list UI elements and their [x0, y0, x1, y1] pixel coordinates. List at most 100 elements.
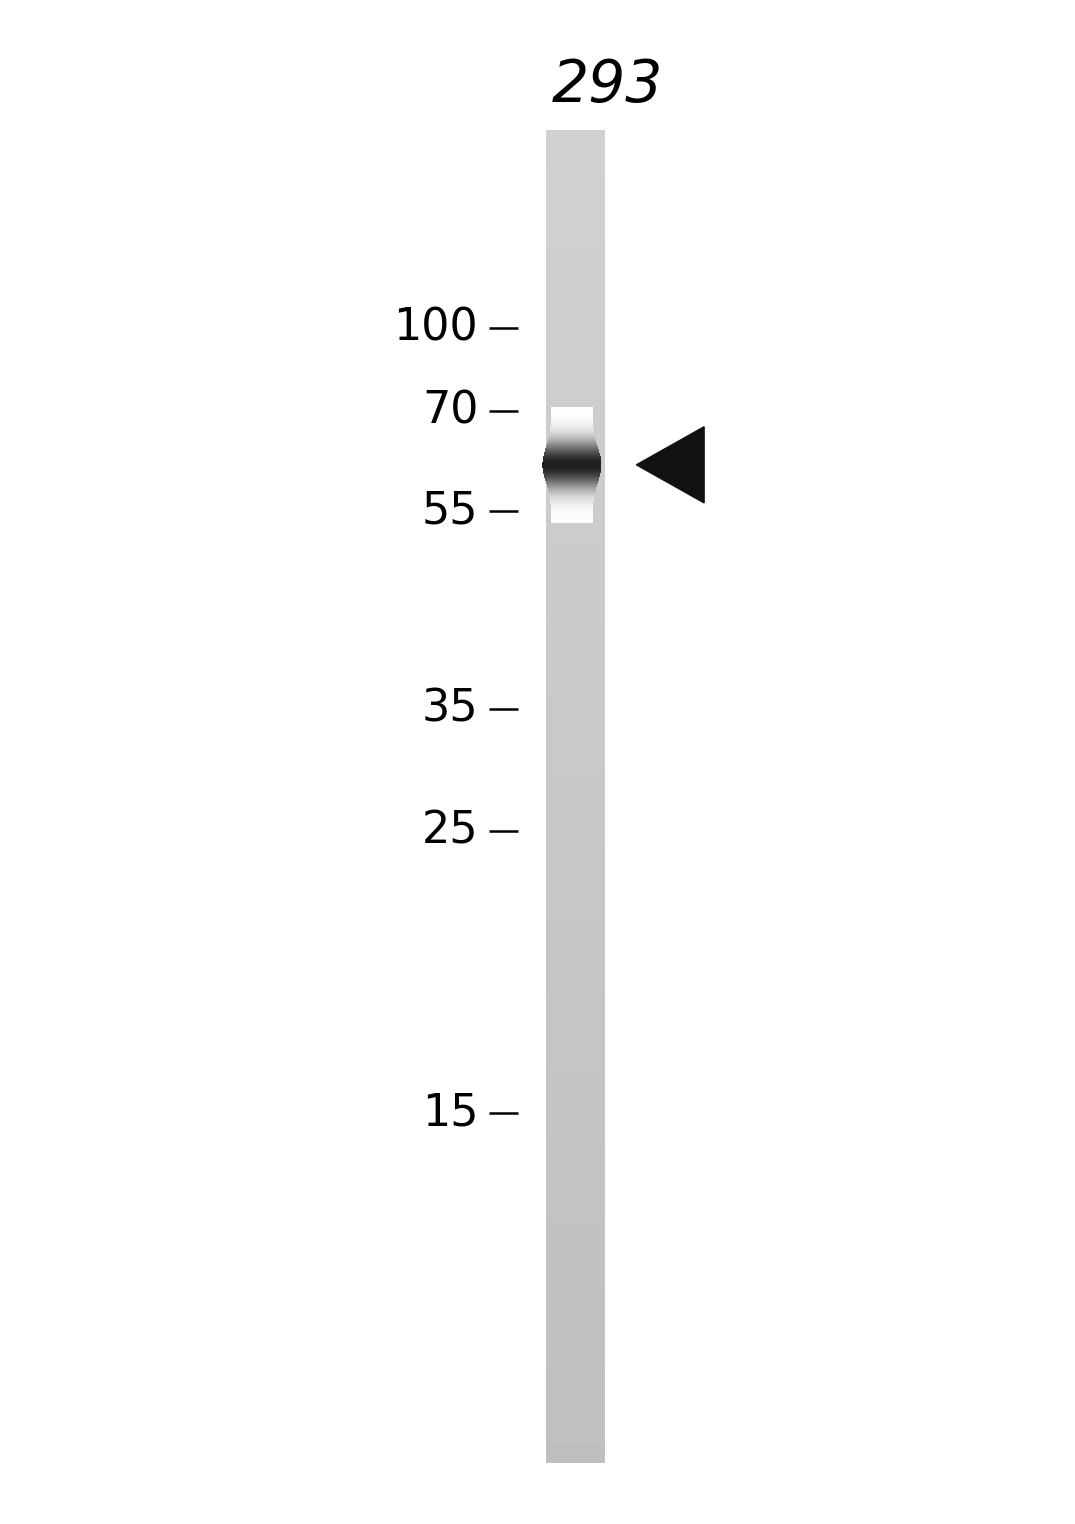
Bar: [546, 390, 605, 393]
Bar: [546, 230, 605, 233]
Bar: [546, 386, 605, 390]
Bar: [546, 663, 605, 666]
Bar: [546, 840, 605, 843]
Bar: [546, 180, 605, 183]
Bar: [546, 424, 605, 427]
Bar: [546, 607, 605, 610]
Bar: [546, 469, 605, 472]
Bar: [546, 1009, 605, 1013]
Bar: [546, 910, 605, 913]
Bar: [546, 716, 605, 719]
Bar: [546, 972, 605, 977]
Bar: [546, 1213, 605, 1216]
Bar: [546, 927, 605, 930]
Bar: [546, 194, 605, 197]
Bar: [546, 756, 605, 759]
Bar: [546, 1173, 605, 1177]
Bar: [546, 1140, 605, 1143]
Bar: [546, 183, 605, 186]
Text: 35: 35: [421, 687, 478, 730]
Bar: [546, 1370, 605, 1373]
Bar: [546, 876, 605, 879]
Bar: [546, 780, 605, 783]
Bar: [546, 287, 605, 290]
Bar: [546, 492, 605, 497]
Bar: [546, 1003, 605, 1006]
Bar: [546, 453, 605, 456]
Bar: [546, 696, 605, 700]
Bar: [546, 649, 605, 652]
Bar: [546, 1020, 605, 1023]
Bar: [546, 419, 605, 422]
Bar: [546, 977, 605, 980]
Bar: [546, 1067, 605, 1070]
Bar: [546, 1449, 605, 1452]
Bar: [546, 1199, 605, 1202]
Bar: [546, 1116, 605, 1120]
Bar: [546, 803, 605, 806]
Bar: [546, 1149, 605, 1154]
Bar: [546, 1256, 605, 1260]
Bar: [546, 172, 605, 177]
Bar: [546, 646, 605, 649]
Bar: [546, 1410, 605, 1413]
Bar: [546, 747, 605, 750]
Bar: [546, 593, 605, 596]
Bar: [546, 1292, 605, 1297]
Bar: [546, 997, 605, 1000]
Bar: [546, 1297, 605, 1300]
Bar: [546, 963, 605, 966]
Bar: [546, 226, 605, 230]
Bar: [546, 323, 605, 326]
Bar: [546, 1093, 605, 1096]
Bar: [546, 989, 605, 994]
Bar: [546, 1087, 605, 1090]
Bar: [546, 1137, 605, 1140]
Bar: [546, 870, 605, 873]
Bar: [546, 846, 605, 849]
Bar: [546, 1050, 605, 1053]
Bar: [546, 812, 605, 817]
Bar: [546, 526, 605, 530]
Bar: [546, 376, 605, 379]
Bar: [546, 643, 605, 646]
Bar: [546, 483, 605, 486]
Bar: [546, 536, 605, 539]
Bar: [546, 143, 605, 146]
Bar: [546, 1276, 605, 1280]
Bar: [546, 456, 605, 460]
Bar: [546, 930, 605, 933]
Bar: [546, 873, 605, 876]
Bar: [546, 722, 605, 727]
Text: 15: 15: [421, 1091, 478, 1134]
Bar: [546, 823, 605, 826]
Bar: [546, 899, 605, 902]
Bar: [546, 439, 605, 443]
Bar: [546, 447, 605, 450]
Bar: [546, 1059, 605, 1064]
Bar: [546, 366, 605, 370]
Bar: [546, 736, 605, 739]
Bar: [546, 829, 605, 834]
Bar: [546, 539, 605, 543]
Bar: [546, 1273, 605, 1276]
Bar: [546, 753, 605, 756]
Bar: [546, 636, 605, 640]
Bar: [546, 340, 605, 343]
Bar: [546, 1309, 605, 1314]
Bar: [546, 413, 605, 416]
Bar: [546, 203, 605, 206]
Bar: [546, 379, 605, 383]
Bar: [546, 1196, 605, 1199]
Bar: [546, 130, 605, 133]
Bar: [546, 189, 605, 194]
Bar: [546, 1423, 605, 1426]
Bar: [546, 242, 605, 247]
Bar: [546, 160, 605, 163]
Bar: [546, 882, 605, 887]
Bar: [546, 969, 605, 972]
Bar: [546, 1177, 605, 1180]
Bar: [546, 809, 605, 812]
Bar: [546, 1404, 605, 1407]
Bar: [546, 826, 605, 829]
